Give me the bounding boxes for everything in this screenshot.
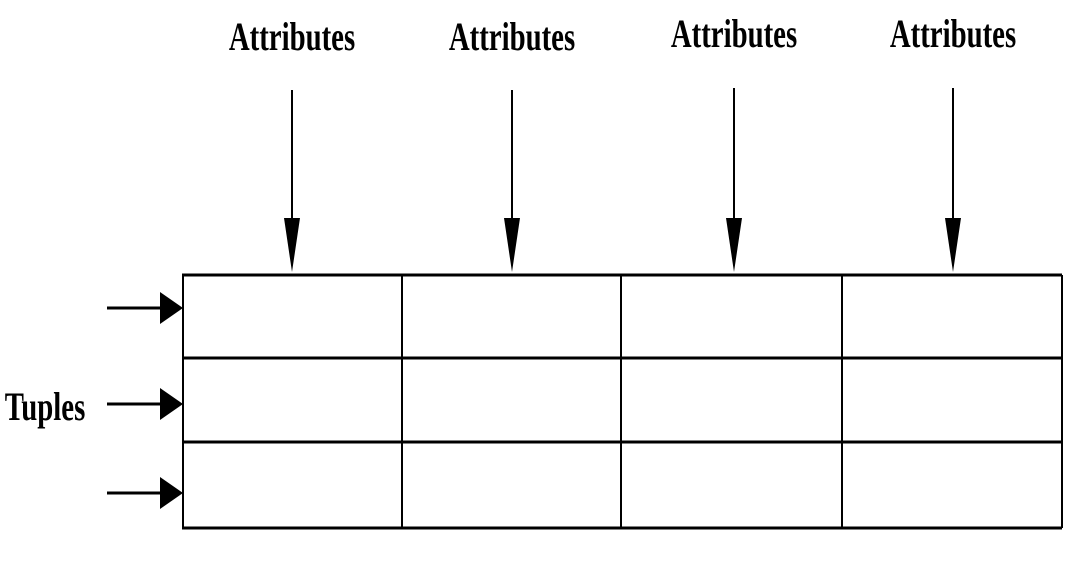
attribute-arrow-1 <box>284 90 300 272</box>
attribute-label-1: Attributes <box>229 14 355 59</box>
tuple-arrow-1 <box>107 292 183 324</box>
attribute-label-2: Attributes <box>449 14 575 59</box>
attribute-arrow-2 <box>504 90 520 272</box>
attribute-arrow-3 <box>726 88 742 272</box>
tuple-arrow-2 <box>107 388 183 420</box>
relation-table <box>182 275 1062 528</box>
tuple-arrow-3 <box>107 477 183 509</box>
attribute-label-3: Attributes <box>671 11 797 56</box>
attribute-arrow-4 <box>945 88 961 272</box>
attribute-label-4: Attributes <box>890 11 1016 56</box>
tuples-label: Tuples <box>5 384 86 429</box>
